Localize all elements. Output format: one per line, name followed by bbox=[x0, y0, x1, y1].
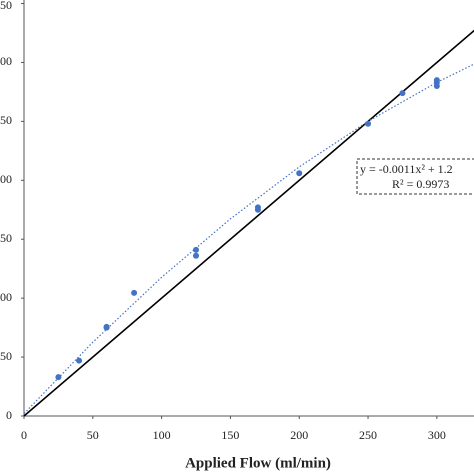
point bbox=[76, 357, 83, 364]
equation: y = -0.0011x² + 1.2 bbox=[360, 162, 453, 176]
y-tick-label: 250 bbox=[0, 113, 12, 127]
point bbox=[55, 374, 62, 381]
x-tick-label: 0 bbox=[21, 428, 27, 442]
x-axis-title: Applied Flow (ml/min) bbox=[185, 455, 331, 471]
point bbox=[254, 206, 261, 213]
x-tick-label: 100 bbox=[153, 428, 171, 442]
r-squared: R² = 0.9973 bbox=[392, 177, 449, 191]
y-tick-label: 150 bbox=[0, 231, 12, 245]
point bbox=[193, 246, 200, 253]
trendline bbox=[23, 63, 474, 415]
y-tick-label: 50 bbox=[0, 349, 12, 363]
y-tick-label: 0 bbox=[6, 408, 12, 422]
x-tick-label: 250 bbox=[359, 428, 377, 442]
x-tick-label: 200 bbox=[290, 428, 308, 442]
reference-line bbox=[23, 29, 474, 417]
y-tick-label: 300 bbox=[0, 54, 12, 68]
x-tick-label: 50 bbox=[87, 428, 99, 442]
y-tick-label: 100 bbox=[0, 290, 12, 304]
point bbox=[433, 79, 440, 86]
x-tick-label: 150 bbox=[221, 428, 239, 442]
point bbox=[193, 252, 200, 259]
x-tick-label: 300 bbox=[428, 428, 446, 442]
y-tick-label: 200 bbox=[0, 172, 12, 186]
y-tick-label: 350 bbox=[0, 0, 12, 12]
point bbox=[365, 120, 372, 127]
point bbox=[296, 170, 303, 177]
point bbox=[131, 289, 138, 296]
point bbox=[399, 90, 406, 97]
point bbox=[103, 323, 110, 330]
annotation-box bbox=[356, 158, 474, 195]
